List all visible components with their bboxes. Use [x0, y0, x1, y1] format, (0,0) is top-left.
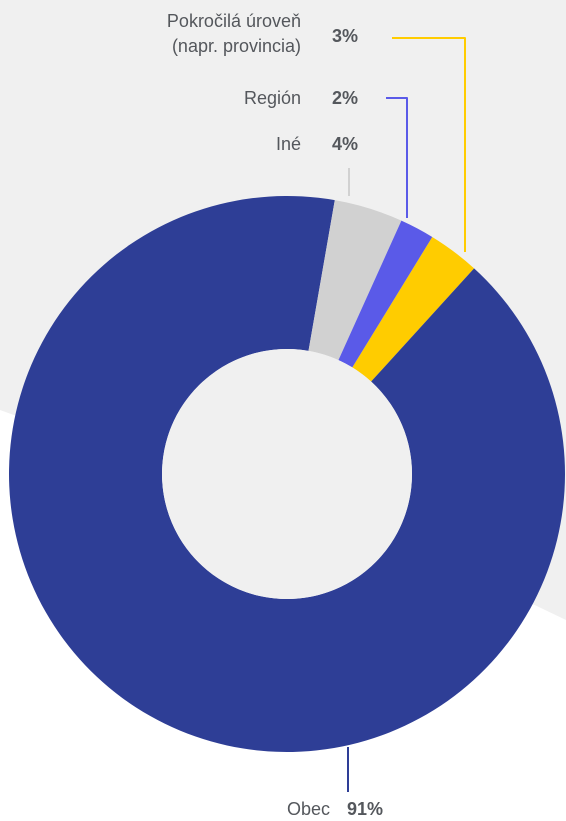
slices-layer — [8, 195, 565, 752]
slice-pokrocila-uroven — [352, 236, 475, 382]
slice-obec — [8, 195, 565, 752]
slice-label-obec: Obec — [287, 799, 330, 819]
slice-label-ine: Iné — [276, 134, 301, 154]
slice-label-pokrocila-line1: Pokročilá úroveň — [167, 11, 301, 31]
leader-line-pokrocila — [392, 37, 466, 252]
slice-ine — [308, 200, 402, 361]
slice-value-obec: 91% — [347, 799, 383, 819]
slice-region — [338, 220, 433, 368]
leader-line-region — [386, 97, 408, 218]
slice-value-ine: 4% — [332, 134, 358, 154]
slice-value-region: 2% — [332, 88, 358, 108]
donut-hole — [162, 349, 412, 599]
slice-label-region: Región — [244, 88, 301, 108]
slice-label-pokrocila-line2: (napr. provincia) — [172, 36, 301, 56]
labels-layer: Pokročilá úroveň (napr. provincia) 3% Re… — [167, 11, 383, 819]
slice-value-pokrocila: 3% — [332, 26, 358, 46]
leader-lines-layer — [347, 37, 466, 792]
